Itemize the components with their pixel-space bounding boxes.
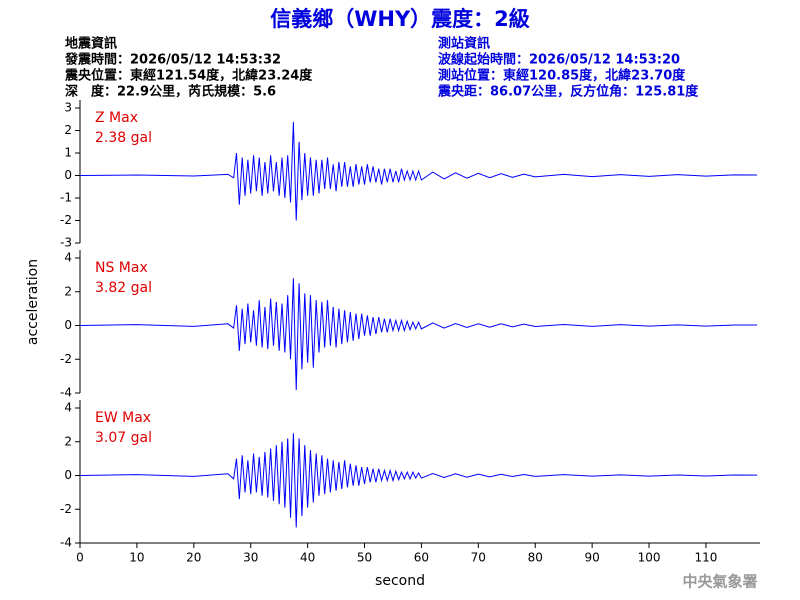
x-tick-label: 10: [129, 551, 144, 565]
y-tick-label: 4: [64, 401, 72, 415]
y-tick-label: 2: [64, 284, 72, 298]
max-annotation: 3.07 gal: [95, 430, 152, 446]
x-tick-label: 80: [528, 551, 543, 565]
info-left: 發震時間：2026/05/12 14:53:32: [64, 52, 281, 68]
y-tick-label: 0: [64, 318, 72, 332]
waveform: [79, 121, 758, 221]
y-tick-label: -2: [60, 213, 72, 227]
info-right: 波線起始時間：2026/05/12 14:53:20: [438, 52, 680, 68]
max-annotation: EW Max: [95, 410, 151, 426]
info-left: 地震資訊: [65, 36, 117, 52]
x-tick-label: 50: [357, 551, 372, 565]
y-tick-label: 4: [64, 251, 72, 265]
max-annotation: Z Max: [95, 110, 138, 126]
max-annotation: 2.38 gal: [95, 130, 152, 146]
max-annotation: NS Max: [95, 260, 148, 276]
y-tick-label: 2: [64, 434, 72, 448]
waveform: [79, 278, 758, 390]
y-tick-label: -1: [60, 191, 72, 205]
footer: 中央氣象署: [682, 573, 757, 591]
x-axis-label: second: [375, 573, 425, 589]
y-tick-label: 0: [64, 168, 72, 182]
info-right: 震央距：86.07公里，反方位角：125.81度: [437, 84, 699, 100]
x-tick-label: 30: [243, 551, 258, 565]
y-tick-label: -3: [60, 236, 72, 250]
x-tick-label: 100: [638, 551, 661, 565]
info-right: 測站位置：東經120.85度，北緯23.70度: [438, 68, 686, 84]
y-tick-label: -2: [60, 352, 72, 366]
info-left: 深 度：22.9公里，芮氏規模：5.6: [65, 84, 276, 100]
x-tick-label: 40: [300, 551, 315, 565]
x-tick-label: 60: [414, 551, 429, 565]
info-left: 震央位置：東經121.54度，北緯23.24度: [64, 68, 313, 84]
y-tick-label: 2: [64, 123, 72, 137]
y-tick-label: -4: [60, 536, 72, 550]
x-tick-label: 20: [186, 551, 201, 565]
y-tick-label: -2: [60, 502, 72, 516]
y-axis-label: acceleration: [25, 259, 41, 345]
waveform: [79, 433, 758, 528]
x-tick-label: 90: [584, 551, 599, 565]
x-tick-label: 110: [694, 551, 717, 565]
y-tick-label: 1: [64, 146, 72, 160]
y-tick-label: -4: [60, 386, 72, 400]
y-tick-label: 3: [64, 101, 72, 115]
chart-title: 信義鄉（WHY）震度：2級: [270, 7, 530, 31]
max-annotation: 3.82 gal: [95, 280, 152, 296]
x-tick-label: 70: [471, 551, 486, 565]
info-right: 測站資訊: [438, 36, 490, 52]
y-tick-label: 0: [64, 468, 72, 482]
x-tick-label: 0: [76, 551, 84, 565]
